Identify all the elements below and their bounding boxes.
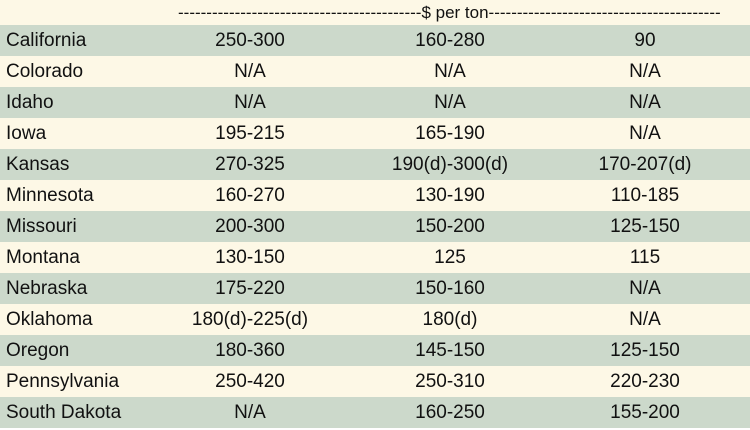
units-dashes-left: ----------------------------------------… xyxy=(178,3,422,22)
price-cell-1: 180(d)-225(d) xyxy=(191,309,309,330)
state-cell: Oklahoma xyxy=(6,309,93,330)
price-cell-3: 90 xyxy=(634,30,656,51)
price-cell-1: N/A xyxy=(234,402,266,423)
price-cell-2: 150-160 xyxy=(415,278,485,299)
price-cell-3: 125-150 xyxy=(610,216,680,237)
price-cell-3: N/A xyxy=(629,92,661,113)
state-cell: Colorado xyxy=(6,61,84,82)
table-row: Pennsylvania 250-420 250-310 220-230 xyxy=(0,366,750,397)
table-row: South Dakota N/A 160-250 155-200 xyxy=(0,397,750,428)
price-cell-2: 250-310 xyxy=(415,371,485,392)
price-cell-1: 250-300 xyxy=(215,30,285,51)
price-cell-2: 160-250 xyxy=(415,402,485,423)
price-cell-3: 170-207(d) xyxy=(598,154,692,175)
state-cell: Iowa xyxy=(6,123,47,144)
table-row: Oregon 180-360 145-150 125-150 xyxy=(0,335,750,366)
table-row: Montana 130-150 125 115 xyxy=(0,242,750,273)
price-table: California 250-300 160-280 90 Colorado N… xyxy=(0,25,750,428)
price-cell-1: 270-325 xyxy=(215,154,285,175)
price-cell-1: 180-360 xyxy=(215,340,285,361)
price-cell-2: 125 xyxy=(434,247,466,268)
price-cell-2: 165-190 xyxy=(415,123,485,144)
table-row: Colorado N/A N/A N/A xyxy=(0,56,750,87)
price-cell-2: 145-150 xyxy=(415,340,485,361)
table-row: Missouri 200-300 150-200 125-150 xyxy=(0,211,750,242)
price-cell-3: N/A xyxy=(629,123,661,144)
table-row: Iowa 195-215 165-190 N/A xyxy=(0,118,750,149)
state-cell: Minnesota xyxy=(6,185,94,206)
price-cell-2: 160-280 xyxy=(415,30,485,51)
state-cell: Kansas xyxy=(6,154,70,175)
price-cell-3: N/A xyxy=(629,61,661,82)
price-cell-1: 250-420 xyxy=(215,371,285,392)
price-cell-3: N/A xyxy=(629,278,661,299)
state-cell: Oregon xyxy=(6,340,70,361)
price-cell-2: 180(d) xyxy=(422,309,478,330)
units-dashes-right: ----------------------------------------… xyxy=(488,3,720,22)
table-row: Kansas 270-325 190(d)-300(d) 170-207(d) xyxy=(0,149,750,180)
units-header-row: ----------------------------------------… xyxy=(0,0,750,25)
price-cell-3: 115 xyxy=(629,247,661,268)
price-cell-3: 220-230 xyxy=(610,371,680,392)
table-row: California 250-300 160-280 90 xyxy=(0,25,750,56)
price-cell-3: 110-185 xyxy=(610,185,680,206)
table-row: Nebraska 175-220 150-160 N/A xyxy=(0,273,750,304)
price-cell-1: 175-220 xyxy=(215,278,285,299)
units-header-label: ----------------------------------------… xyxy=(178,2,720,24)
price-cell-1: N/A xyxy=(234,92,266,113)
price-cell-2: N/A xyxy=(434,92,466,113)
table-row: Minnesota 160-270 130-190 110-185 xyxy=(0,180,750,211)
price-cell-3: N/A xyxy=(629,309,661,330)
state-cell: California xyxy=(6,30,87,51)
state-cell: Missouri xyxy=(6,216,77,237)
state-cell: Pennsylvania xyxy=(6,371,120,392)
price-cell-2: 150-200 xyxy=(415,216,485,237)
units-label-text: $ per ton xyxy=(421,3,489,22)
price-cell-2: 130-190 xyxy=(415,185,485,206)
price-cell-1: N/A xyxy=(234,61,266,82)
price-cell-3: 155-200 xyxy=(610,402,680,423)
price-cell-2: N/A xyxy=(434,61,466,82)
price-cell-2: 190(d)-300(d) xyxy=(391,154,509,175)
table-row: Oklahoma 180(d)-225(d) 180(d) N/A xyxy=(0,304,750,335)
price-cell-1: 195-215 xyxy=(215,123,285,144)
state-cell: Nebraska xyxy=(6,278,88,299)
price-cell-1: 130-150 xyxy=(215,247,285,268)
table-row: Idaho N/A N/A N/A xyxy=(0,87,750,118)
state-cell: Montana xyxy=(6,247,80,268)
price-cell-1: 160-270 xyxy=(215,185,285,206)
price-cell-1: 200-300 xyxy=(215,216,285,237)
state-cell: Idaho xyxy=(6,92,54,113)
price-cell-3: 125-150 xyxy=(610,340,680,361)
state-cell: South Dakota xyxy=(6,402,122,423)
